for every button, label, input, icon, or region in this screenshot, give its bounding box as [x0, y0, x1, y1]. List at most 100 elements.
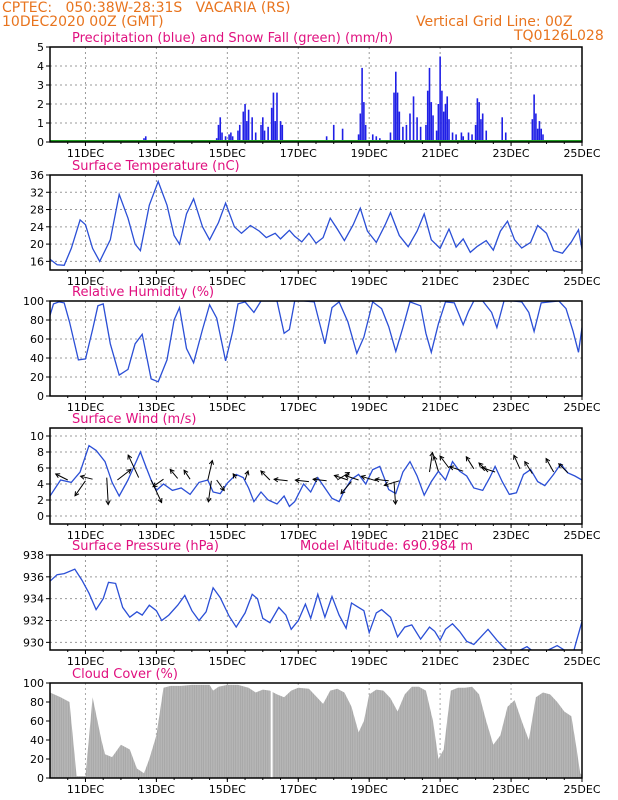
temp-ytick-label: 28 [30, 204, 44, 217]
precip-bar [485, 130, 488, 142]
wind-xtick-label: 11DEC [67, 529, 104, 542]
precip-bar [389, 132, 392, 142]
cloud-xtick-label: 13DEC [138, 783, 175, 796]
pressure-xtick-label: 23DEC [493, 655, 530, 668]
temp-xtick-label: 15DEC [209, 275, 246, 288]
pressure-series-line [50, 568, 582, 650]
wind-arrow-head [360, 474, 366, 480]
precip-bar [533, 94, 535, 142]
wind-arrow-head [312, 477, 318, 483]
cloud-xtick-label: 21DEC [422, 783, 459, 796]
wind-arrow-head [183, 469, 189, 475]
wind-arrow-shaft [55, 473, 68, 481]
precip-bar [375, 136, 378, 142]
temp-xtick-label: 25DEC [563, 275, 600, 288]
wind-arrow-shaft [313, 478, 327, 482]
precip-bar [474, 124, 477, 142]
wind-arrow-head [273, 477, 279, 483]
wind-arrow-head [152, 482, 158, 488]
wind-arrow-shaft [545, 458, 555, 473]
precip-bar [416, 117, 418, 142]
temp-xtick-label: 11DEC [67, 275, 104, 288]
pressure-xtick-label: 21DEC [422, 655, 459, 668]
precip-bar [325, 136, 328, 142]
wind-arrow-head [478, 462, 484, 468]
pressure-frame [49, 554, 583, 651]
temp-ytick-label: 32 [30, 186, 44, 199]
wind-panel-title: Surface Wind (m/s) [72, 412, 196, 427]
precip-bar [221, 132, 223, 142]
wind-arrow-head [79, 474, 86, 480]
run-time-header: 10DEC2020 00Z (GMT) [2, 14, 164, 30]
temp-ytick-label: 36 [30, 169, 44, 182]
temp-panel-title: Surface Temperature (nC) [72, 159, 240, 174]
wind-arrow-shaft [375, 478, 389, 482]
wind-arrow-shaft [106, 477, 109, 505]
precip-bar [439, 56, 441, 142]
wind-frame [49, 427, 583, 525]
precip-bar [242, 111, 245, 142]
wind-arrow-shaft [207, 460, 213, 481]
precip-bar [540, 128, 543, 142]
wind-xtick-label: 15DEC [209, 529, 246, 542]
precip-ytick-label: 2 [37, 98, 44, 111]
precip-bar [364, 124, 367, 142]
precip-bar [396, 92, 399, 142]
wind-arrow-head [432, 455, 438, 461]
wind-arrow-shaft [334, 475, 349, 481]
wind-arrow-head [374, 477, 380, 483]
rh-ytick-label: 40 [30, 352, 44, 365]
pressure-ytick-label: 934 [23, 593, 44, 606]
precip-bar [471, 134, 473, 142]
wind-arrow-shaft [340, 481, 352, 494]
wind-arrow-head [54, 473, 61, 478]
temp-ytick-label: 24 [30, 221, 44, 234]
wind-arrow-shaft [152, 478, 164, 488]
wind-arrow-shaft [117, 469, 132, 481]
precip-bar [402, 126, 404, 142]
cloud-xtick-label: 19DEC [351, 783, 388, 796]
pressure-ytick-label: 932 [23, 615, 44, 628]
temp-xtick-label: 21DEC [422, 275, 459, 288]
wind-ytick-label: 4 [37, 478, 44, 491]
precip-ytick-label: 1 [37, 117, 44, 130]
precip-bar [455, 134, 457, 142]
precip-bar [281, 124, 284, 142]
wind-arrow-head [232, 473, 238, 479]
wind-arrow-shaft [337, 472, 350, 481]
rh-xtick-label: 17DEC [280, 401, 317, 414]
cloud-frame [49, 682, 583, 779]
wind-arrow-head [545, 457, 551, 464]
precip-bar [478, 102, 480, 142]
wind-arrow-head [344, 474, 350, 480]
rh-xtick-label: 21DEC [422, 401, 459, 414]
precip-bar [504, 132, 507, 142]
wind-arrow-head [448, 465, 455, 471]
precip-bar [237, 130, 239, 142]
wind-ytick-label: 6 [37, 462, 44, 475]
pressure-xtick-label: 11DEC [67, 655, 104, 668]
temp-xtick-label: 23DEC [493, 275, 530, 288]
wind-arrow-head [294, 477, 300, 484]
rh-ytick-label: 80 [30, 314, 44, 327]
precip-bar [531, 119, 534, 142]
wind-arrow-shaft [244, 470, 249, 481]
precip-ytick-label: 3 [37, 79, 44, 92]
grid-note-header: Vertical Grid Line: 00Z [416, 14, 573, 30]
precip-bar [219, 117, 222, 142]
precip-bar [357, 134, 360, 142]
precip-bar [251, 117, 253, 142]
precip-bar [481, 113, 484, 142]
wind-arrow-shaft [216, 479, 225, 491]
pressure-xtick-label: 25DEC [563, 655, 600, 668]
temp-series-line [50, 179, 582, 266]
precip-bar [419, 126, 422, 142]
precip-xtick-label: 19DEC [351, 147, 388, 160]
wind-arrow-shaft [393, 481, 397, 505]
precip-xtick-label: 15DEC [209, 147, 246, 160]
precip-bar [448, 119, 450, 142]
wind-arrow-head [524, 460, 530, 467]
temp-xtick-label: 13DEC [138, 275, 175, 288]
wind-xtick-label: 19DEC [351, 529, 388, 542]
wind-arrow-shaft [439, 455, 450, 469]
